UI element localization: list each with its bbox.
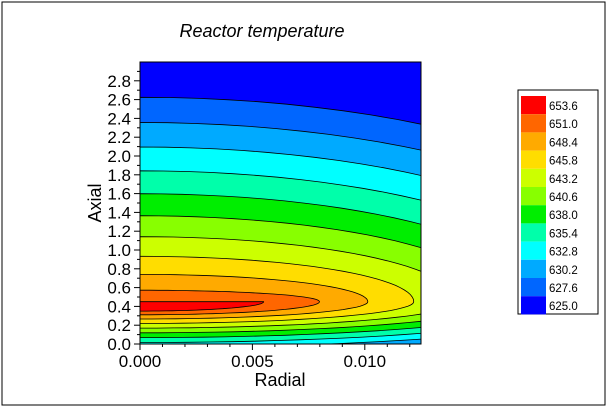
contour-band-653.6 bbox=[140, 301, 265, 312]
y-axis-label: Axial bbox=[85, 183, 105, 222]
y-tick-label: 2.2 bbox=[107, 128, 131, 147]
y-tick-label: 0.4 bbox=[107, 297, 131, 316]
legend-swatch bbox=[521, 132, 546, 151]
y-tick-label: 1.2 bbox=[107, 222, 131, 241]
x-tick-label: 0.010 bbox=[344, 352, 387, 371]
contour-fill bbox=[140, 62, 421, 344]
legend-label: 640.6 bbox=[549, 192, 578, 204]
x-tick-label: 0.005 bbox=[231, 352, 274, 371]
y-axis: 0.00.20.40.60.81.01.21.41.61.82.02.22.42… bbox=[107, 70, 140, 354]
legend-label: 635.4 bbox=[549, 228, 578, 240]
y-tick-label: 2.0 bbox=[107, 147, 131, 166]
legend-swatch bbox=[521, 205, 546, 224]
legend-swatch bbox=[521, 150, 546, 169]
x-axis: 0.000 0.005 0.010 bbox=[119, 344, 411, 371]
legend-swatch bbox=[521, 96, 546, 115]
y-tick-label: 2.8 bbox=[107, 72, 131, 91]
legend-label: 648.4 bbox=[549, 137, 578, 149]
legend-label: 645.8 bbox=[549, 156, 578, 168]
legend-label: 630.2 bbox=[549, 265, 578, 277]
x-tick-label: 0.000 bbox=[119, 352, 162, 371]
legend-label: 638.0 bbox=[549, 210, 578, 222]
legend-label: 632.8 bbox=[549, 247, 578, 259]
chart-title: Reactor temperature bbox=[179, 21, 344, 41]
y-tick-label: 1.4 bbox=[107, 203, 131, 222]
y-tick-label: 2.6 bbox=[107, 91, 131, 110]
legend-swatch bbox=[521, 223, 546, 242]
x-axis-label: Radial bbox=[254, 370, 305, 390]
y-tick-label: 0.0 bbox=[107, 335, 131, 354]
y-tick-label: 1.0 bbox=[107, 241, 131, 260]
y-tick-label: 1.8 bbox=[107, 166, 131, 185]
legend-label: 651.0 bbox=[549, 119, 578, 131]
color-legend: 653.6 651.0 648.4 645.8 643.2 640.6 638.0 635.4… bbox=[517, 89, 599, 315]
legend-swatch bbox=[521, 114, 546, 133]
legend-swatch bbox=[521, 259, 546, 278]
legend-label: 653.6 bbox=[549, 101, 578, 113]
y-tick-label: 0.6 bbox=[107, 279, 131, 298]
legend-label: 643.2 bbox=[549, 174, 578, 186]
legend-swatch bbox=[521, 241, 546, 260]
y-tick-label: 0.8 bbox=[107, 260, 131, 279]
legend-swatch bbox=[521, 168, 546, 187]
legend-swatch bbox=[521, 278, 546, 297]
y-tick-label: 2.4 bbox=[107, 109, 131, 128]
y-tick-label: 1.6 bbox=[107, 185, 131, 204]
y-tick-label: 0.2 bbox=[107, 316, 131, 335]
legend-swatch bbox=[521, 296, 546, 315]
legend-swatch bbox=[521, 187, 546, 206]
legend-label: 625.0 bbox=[549, 301, 578, 313]
legend-label: 627.6 bbox=[549, 283, 578, 295]
